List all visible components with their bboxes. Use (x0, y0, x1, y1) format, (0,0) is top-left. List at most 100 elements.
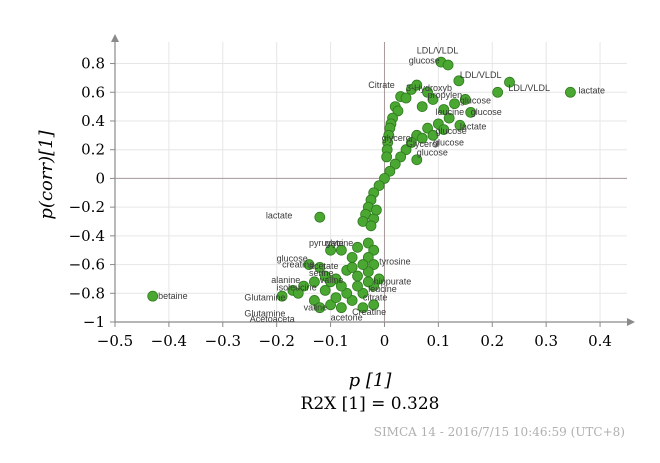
data-point (335, 244, 347, 256)
data-point (416, 132, 428, 144)
data-point (319, 285, 331, 296)
data-point (309, 276, 320, 288)
data-point (449, 98, 460, 110)
data-point (395, 151, 407, 163)
x-tick-label: −0.3 (205, 332, 241, 350)
x-tick-label: 0.2 (480, 332, 504, 350)
data-point (298, 280, 310, 292)
point-label: betaine (158, 291, 188, 301)
data-point (365, 220, 377, 232)
y-axis-arrow (111, 34, 119, 42)
point-label: lactate (578, 86, 605, 96)
data-point (384, 165, 396, 177)
y-tick-label: −0.4 (69, 227, 105, 245)
point-label: Acetoaceta (250, 314, 295, 324)
r2x-label: R2X [1] = 0.328 (301, 394, 440, 414)
point-label: glycerol (382, 133, 413, 143)
point-label: valine (320, 275, 344, 285)
y-tick-label: −0.6 (69, 256, 105, 274)
y-tick-label: −0.8 (69, 284, 105, 302)
point-label: glucose (417, 147, 448, 157)
point-label: hippurate (374, 277, 412, 287)
data-point (504, 76, 515, 88)
point-label: glucose (471, 107, 502, 117)
data-point (314, 302, 326, 314)
point-label: pyruvate (309, 238, 344, 248)
x-axis-title: p [1] (349, 370, 393, 391)
data-point (406, 137, 417, 148)
data-point (370, 204, 382, 216)
data-point (346, 251, 358, 263)
data-point (427, 129, 439, 141)
point-label: 3-Hydroxyb (406, 83, 452, 93)
data-point (422, 122, 433, 134)
data-point (303, 259, 315, 270)
data-point (357, 259, 369, 270)
point-label: acetone (331, 313, 363, 323)
data-point (309, 295, 320, 306)
point-label: glucose (277, 254, 308, 264)
data-point (427, 94, 439, 105)
point-label: LDL/VLDL (508, 83, 550, 93)
point-label: glycine (325, 238, 353, 248)
data-point (400, 144, 412, 156)
data-point (362, 276, 374, 288)
point-label: glucose (433, 137, 464, 147)
data-point (341, 287, 353, 299)
point-label: lactate (460, 122, 487, 132)
data-point (352, 270, 363, 282)
y-tick-label: 0.6 (81, 83, 105, 101)
data-point (565, 86, 576, 98)
point-label: Glycerol (406, 139, 439, 149)
x-tick-label: 0.1 (426, 332, 450, 350)
data-point (362, 251, 374, 263)
data-point (442, 59, 454, 71)
point-label: Citrate (368, 80, 395, 90)
data-point (325, 299, 336, 311)
x-tick-label: −0.4 (151, 332, 187, 350)
data-point (438, 104, 450, 115)
x-tick-label: 0.3 (534, 332, 558, 350)
data-point (373, 273, 385, 285)
data-point (335, 302, 347, 314)
point-label: glucose (409, 56, 440, 66)
data-point (454, 119, 466, 131)
data-point (416, 101, 428, 113)
point-label: leucine (368, 284, 397, 294)
data-point (453, 75, 465, 87)
data-point (325, 244, 336, 256)
tick-labels: −0.5 −0.4 −0.3 −0.2 −0.1 0 0.1 0.2 0.3 0.4 0.8 0.6 0… (69, 55, 612, 350)
point-label: acetate (309, 261, 339, 271)
x-tick-label: 0.4 (588, 332, 612, 350)
data-point (335, 280, 347, 292)
data-point (400, 92, 412, 104)
y-tick-label: 0.4 (81, 112, 105, 130)
x-axis-arrow (627, 318, 635, 326)
data-point (459, 94, 471, 105)
data-point (325, 276, 336, 288)
data-point (392, 105, 404, 117)
x-tick-label: −0.1 (312, 332, 348, 350)
point-label: tyrosine (379, 257, 411, 267)
data-point (362, 237, 374, 249)
data-point (381, 151, 393, 163)
point-label: leucine (436, 107, 465, 117)
point-label: Creatine (352, 307, 386, 317)
data-point (411, 154, 423, 166)
simca-footer: SIMCA 14 - 2016/7/15 10:46:59 (UTC+8) (374, 425, 625, 439)
data-point (276, 290, 288, 302)
data-point (492, 86, 504, 98)
data-point (379, 173, 390, 184)
data-point (292, 287, 304, 299)
data-point (357, 302, 369, 314)
point-label: Glutamine (244, 308, 285, 318)
x-tick-label: 0 (380, 332, 390, 350)
y-tick-label: 0.2 (81, 141, 105, 159)
data-point (438, 124, 450, 135)
point-label: LDL/VLDL (417, 45, 459, 55)
point-label: LDL/VLDL (460, 70, 502, 80)
data-point (411, 79, 423, 91)
data-point (368, 299, 380, 311)
